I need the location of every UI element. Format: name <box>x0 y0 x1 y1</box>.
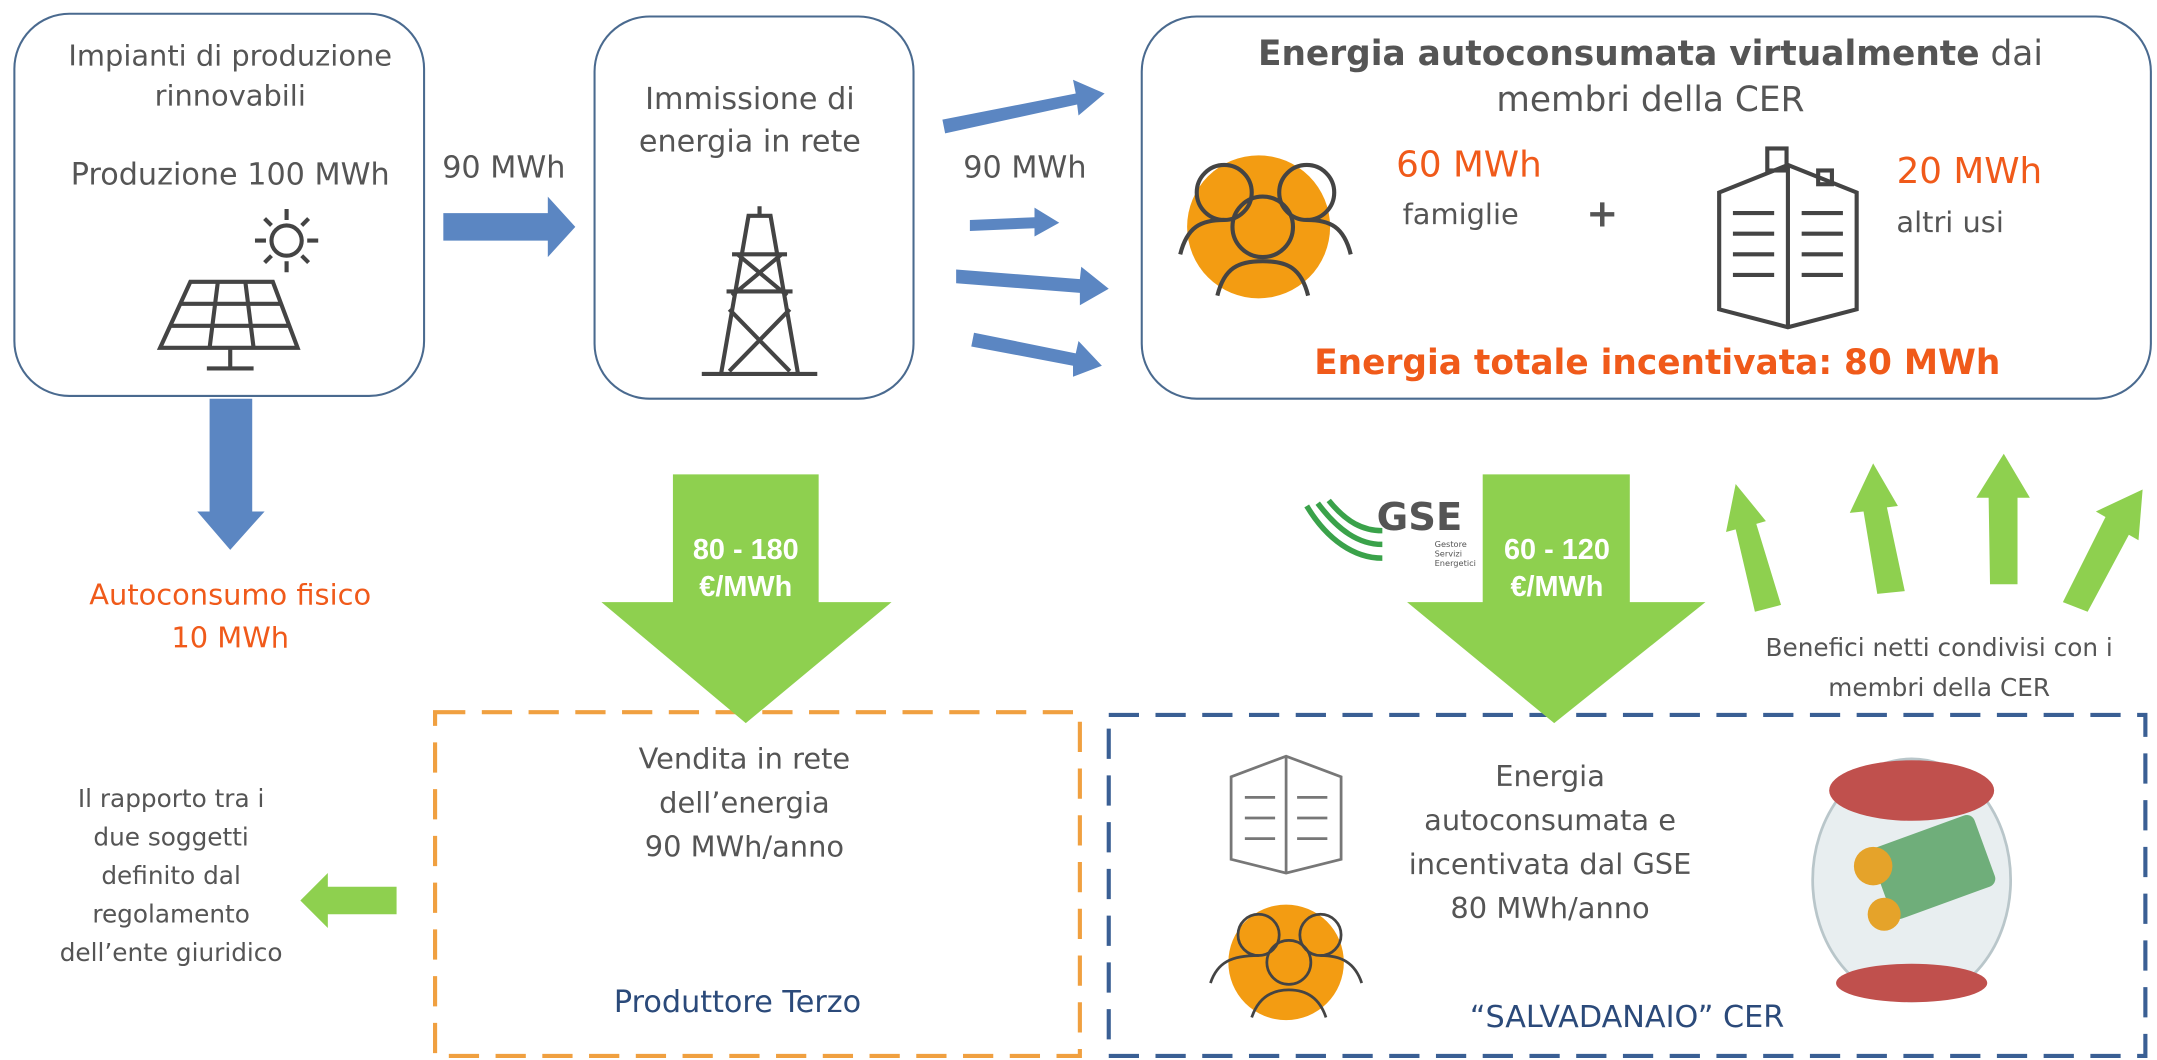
box-text: Energia <box>1495 759 1605 793</box>
arrow-label: 90 MWh <box>963 151 1086 186</box>
box-title: Energia autoconsumata virtualmente dai <box>1258 33 2043 73</box>
physical-label: 10 MWh <box>171 620 289 654</box>
category-label: altri usi <box>1896 205 2003 239</box>
building-icon-small <box>1231 756 1341 873</box>
gse-subtitle: Gestore <box>1435 539 1467 549</box>
category-label: famiglie <box>1403 197 1519 231</box>
note-text: definito dal <box>101 861 240 890</box>
pylon-icon <box>702 206 817 374</box>
box-title: membri della CER <box>1496 80 1804 120</box>
note-text: dell’ente giuridico <box>60 938 283 967</box>
total-label: Energia totale incentivata: 80 MWh <box>1314 343 2000 383</box>
solar-panel-icon <box>160 209 318 368</box>
box-text: Vendita in rete <box>639 741 851 775</box>
up-arrows <box>1726 454 2143 612</box>
title-part: dai <box>1980 33 2043 73</box>
box-text: 80 MWh/anno <box>1450 891 1649 925</box>
price-label: €/MWh <box>699 571 792 603</box>
arrow <box>300 873 396 928</box>
box-title: rinnovabili <box>155 79 306 113</box>
box-text: autoconsumata e <box>1424 803 1676 837</box>
families-icon-small <box>1228 905 1343 1020</box>
box-text: dell’energia <box>659 785 829 819</box>
grid-box <box>595 16 914 398</box>
benefits-label: Benefici netti condivisi con i <box>1766 633 2113 662</box>
box-label: “SALVADANAIO” CER <box>1470 1000 1784 1035</box>
note-text: Il rapporto tra i <box>78 784 265 813</box>
gse-subtitle: Servizi <box>1435 549 1462 559</box>
box-label: Produttore Terzo <box>614 985 861 1020</box>
title-part: Energia autoconsumata virtualmente <box>1258 33 1980 73</box>
box-text: 90 MWh/anno <box>645 829 844 863</box>
note-text: due soggetti <box>93 823 248 852</box>
piggy-jar-icon <box>1813 759 2011 1002</box>
box-title: Immissione di <box>645 82 855 117</box>
box-title: Impianti di produzione <box>68 39 392 73</box>
box-text: incentivata dal GSE <box>1409 847 1692 881</box>
benefits-label: membri della CER <box>1828 673 2050 702</box>
arrow <box>443 197 575 257</box>
value-label: 60 MWh <box>1396 144 1542 185</box>
production-label: Produzione 100 MWh <box>71 157 390 192</box>
note-text: regolamento <box>92 900 250 929</box>
gse-logo <box>1307 500 1383 558</box>
price-label: 60 - 120 <box>1504 534 1610 566</box>
value-label: 20 MWh <box>1897 151 2043 192</box>
box-title: energia in rete <box>639 124 861 159</box>
diagram: Impianti di produzione rinnovabili Produzi… <box>0 0 2157 1060</box>
arrow-label: 90 MWh <box>442 151 565 186</box>
price-label: €/MWh <box>1510 571 1603 603</box>
building-icon <box>1719 148 1856 327</box>
gse-name: GSE <box>1377 495 1463 540</box>
gse-subtitle: Energetici <box>1435 558 1476 568</box>
arrow <box>197 399 264 550</box>
families-icon <box>1187 155 1330 298</box>
price-label: 80 - 180 <box>693 534 799 566</box>
arrows <box>942 80 1108 377</box>
plus-sign: + <box>1586 191 1618 236</box>
texts: Impianti di produzione rinnovabili Produzi… <box>60 33 2113 1035</box>
physical-label: Autoconsumo fisico <box>89 578 371 612</box>
